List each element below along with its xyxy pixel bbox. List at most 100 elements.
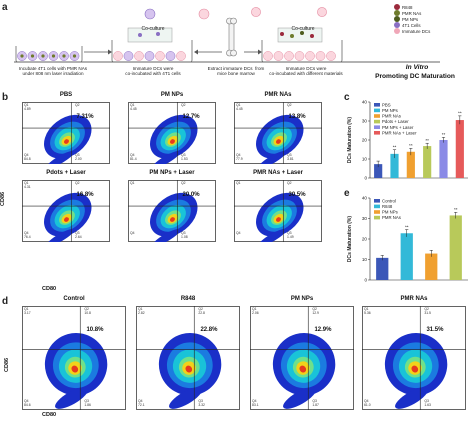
flow-plot-title: PBS xyxy=(59,92,73,98)
quadrant-label: 4.45 xyxy=(130,107,137,111)
flow-plot-title: PM NPs + Laser xyxy=(149,170,195,176)
quadrant-label: Q4 xyxy=(130,153,135,157)
legend-pm-nps: PM NPs xyxy=(394,16,472,22)
immature-dc-icon xyxy=(263,51,273,61)
panel-d-letter: d xyxy=(2,296,9,307)
panel-c-letter: c xyxy=(344,92,350,103)
legend-swatch xyxy=(374,204,380,209)
legend-pmr-nas: PMR NAs xyxy=(394,10,472,16)
y-tick-label: 20 xyxy=(362,237,368,242)
panel-d-xlabel: CD80 xyxy=(42,412,57,418)
y-tick-label: 0 xyxy=(364,176,367,181)
immature-dc-icon xyxy=(315,51,326,61)
quadrant-label: Q1 xyxy=(24,103,29,107)
bar xyxy=(439,140,448,178)
step-3-caption: Extract immature DCs from mice bone marr… xyxy=(207,66,265,77)
legend-4t1-cells: 4T1 Cells xyxy=(394,22,472,28)
flow-density-plot xyxy=(234,102,322,164)
quadrant-label: Q4 xyxy=(236,231,241,235)
quadrant-label: Q3 xyxy=(75,153,80,157)
quadrant-label: Q1 xyxy=(130,103,135,107)
flow-density-plot xyxy=(362,306,466,410)
step-2-caption: Immature DCs were co-incubated with 4T1 … xyxy=(125,66,181,77)
legend-label: R848 xyxy=(382,204,393,209)
quadrant-label: 4.31 xyxy=(24,185,31,189)
quadrant-label: Q4 xyxy=(138,399,143,403)
quadrant-label: Q4 xyxy=(24,399,29,403)
quadrant-label: 2.06 xyxy=(252,311,259,315)
q2-percentage: 31.5% xyxy=(426,326,444,333)
q2-percentage: 30.5% xyxy=(288,192,306,199)
quadrant-label: Q1 xyxy=(364,307,369,311)
legend-label: PMR NAs + Laser xyxy=(382,130,417,135)
flow-density-plot xyxy=(22,306,126,410)
flow-plot: PBS Q1 4.89 Q2 Q4 84.8 Q3 2.00 7.31% xyxy=(22,92,110,166)
panel-c-bar-chart: 0 10 20 30 40 DCs Maturation (%) ** ** ** ** ** PBS… xyxy=(347,100,468,181)
legend-swatch xyxy=(374,108,380,113)
quadrant-label: Q2 xyxy=(312,307,317,311)
y-tick-label: 10 xyxy=(362,157,368,162)
y-tick-label: 10 xyxy=(362,257,368,262)
flow-plot: R848 Q1 2.82 Q2 22.8 Q4 72.1 Q3 3.32 22.8% xyxy=(136,296,240,412)
quadrant-label: Q1 xyxy=(138,307,143,311)
legend-swatch xyxy=(374,199,380,203)
quadrant-label: Q1 xyxy=(236,103,241,107)
quadrant-label: Q2 xyxy=(75,103,80,107)
y-tick-label: 40 xyxy=(362,100,368,105)
q2-percentage: 12.7% xyxy=(182,114,200,121)
flow-plot: PM NPs + Laser Q1 Q2 Q4 Q3 1.08 20.0% xyxy=(128,170,216,244)
significance-marker: ** xyxy=(454,207,458,212)
bar xyxy=(455,120,464,178)
y-tick-label: 30 xyxy=(362,119,368,124)
quadrant-label: 4.45 xyxy=(236,107,243,111)
bar xyxy=(400,233,413,280)
bar xyxy=(449,215,462,280)
immature-dc-icon xyxy=(294,51,305,61)
q2-percentage: 13.8% xyxy=(288,114,306,121)
significance-marker: ** xyxy=(458,111,462,116)
q2-percentage: 20.0% xyxy=(182,192,200,199)
legend-label: PM NPs xyxy=(382,210,398,215)
legend-label: Control xyxy=(382,198,396,203)
quadrant-label: Q4 xyxy=(252,399,257,403)
flow-plot-title: PMR NAs + Laser xyxy=(253,170,303,176)
flow-plot: PMR NAs + Laser Q1 Q2 Q4 Q3 1.49 30.5% xyxy=(234,170,322,244)
legend-label: PM NPs xyxy=(382,108,398,113)
y-tick-label: 0 xyxy=(364,278,367,283)
in-vitro-label: In Vitro xyxy=(405,64,429,71)
flow-density-plot xyxy=(22,180,110,242)
quadrant-label: Q1 xyxy=(24,181,29,185)
quadrant-label: Q4 xyxy=(24,153,29,157)
coculture-label-2: Co-culture xyxy=(291,26,315,32)
quadrant-label: 76.4 xyxy=(24,235,31,239)
quadrant-label: 4.89 xyxy=(24,107,31,111)
quadrant-label: Q3 xyxy=(424,399,429,403)
bone-icon xyxy=(226,17,237,57)
legend-label: PMR NAs xyxy=(382,114,401,119)
q2-percentage: 12.9% xyxy=(314,326,332,333)
panel-e-bar-chart: 0 10 20 30 40 DCs Maturation (%) ** ** ControlR8… xyxy=(347,196,468,283)
quadrant-label: 2.64 xyxy=(75,235,82,239)
bar xyxy=(390,153,399,178)
legend-label: PM NPs + Laser xyxy=(382,125,414,130)
quadrant-label: Q3 xyxy=(198,399,203,403)
flow-density-plot xyxy=(234,180,322,242)
quadrant-label: 84.8 xyxy=(24,157,31,161)
quadrant-label: 3.81 xyxy=(287,157,294,161)
coculture-label-1: Co-culture xyxy=(141,26,165,32)
bar xyxy=(376,257,389,280)
immature-dc-icon xyxy=(273,51,284,61)
quadrant-label: Q3 xyxy=(181,153,186,157)
immature-dc-icon xyxy=(284,51,294,61)
flow-plot: PM NPs Q1 4.45 Q2 Q4 81.4 Q3 1.53 12.7% xyxy=(128,92,216,166)
quadrant-label: 72.1 xyxy=(138,403,145,407)
quadrant-label: 5.36 xyxy=(364,311,371,315)
quadrant-label: Q1 xyxy=(236,181,241,185)
quadrant-label: Q2 xyxy=(181,103,186,107)
q2-percentage: 10.8% xyxy=(86,326,104,333)
quadrant-label: Q4 xyxy=(130,231,135,235)
quadrant-label: Q4 xyxy=(364,399,369,403)
quadrant-label: Q4 xyxy=(236,153,241,157)
flow-plot-title: PMR NAs xyxy=(264,92,292,98)
quadrant-label: Q2 xyxy=(424,307,429,311)
